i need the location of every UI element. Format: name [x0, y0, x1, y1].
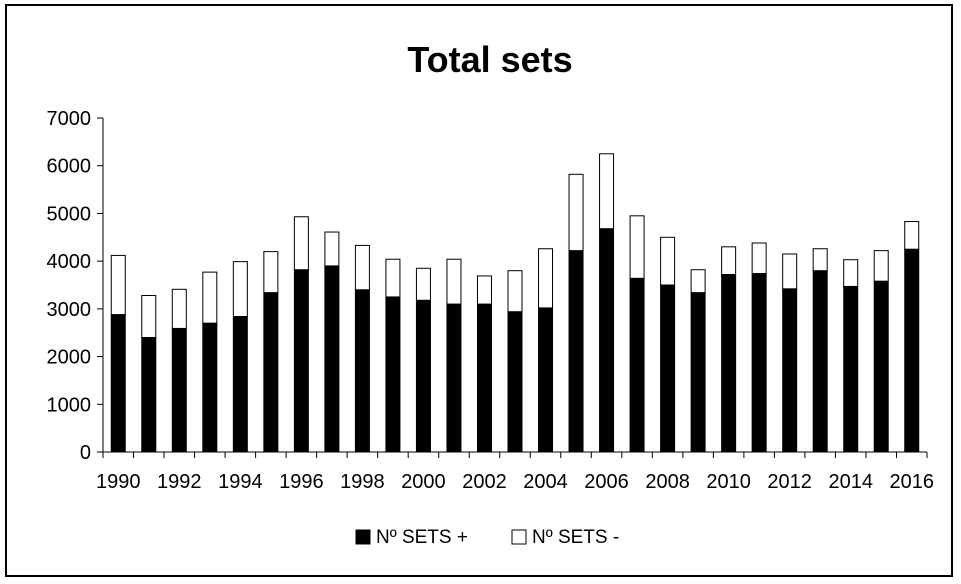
- chart-title: Total sets: [407, 39, 572, 80]
- bar-sets-plus: [263, 292, 279, 453]
- bar-sets-plus: [385, 296, 401, 453]
- bar-sets-plus: [141, 336, 157, 453]
- bar-sets-plus: [354, 289, 370, 453]
- bar-sets-minus: [751, 242, 767, 275]
- x-tick-label: 1990: [96, 471, 141, 493]
- bar-sets-plus: [629, 277, 645, 453]
- x-tick-label: 1996: [279, 471, 324, 493]
- legend-label: Nº SETS +: [376, 527, 468, 548]
- bar-sets-plus: [690, 292, 706, 453]
- bar-sets-minus: [293, 216, 309, 271]
- bar-sets-plus: [538, 307, 554, 453]
- legend-swatch: [355, 529, 371, 545]
- bar-sets-plus: [782, 288, 798, 453]
- bar-sets-plus: [446, 303, 462, 453]
- bar-sets-plus: [110, 314, 126, 453]
- x-tick-label: 1998: [340, 471, 385, 493]
- bar-sets-minus: [843, 259, 859, 287]
- x-tick-label: 1992: [157, 471, 202, 493]
- bar-sets-plus: [476, 303, 492, 453]
- x-tick-label: 2012: [767, 471, 812, 493]
- x-tick-label: 2004: [523, 471, 568, 493]
- legend: Nº SETS + Nº SETS -: [355, 527, 619, 548]
- y-axis: 0 1000 2000 3000 4000 5000 6000 7000: [47, 108, 104, 464]
- bar-sets-plus: [904, 248, 920, 453]
- bar-sets-minus: [446, 258, 462, 305]
- x-tick-label: 1994: [218, 471, 263, 493]
- bar-sets-minus: [812, 248, 828, 272]
- x-tick-label: 2010: [706, 471, 751, 493]
- x-tick-label: 2002: [462, 471, 507, 493]
- y-tick-label: 0: [80, 442, 91, 464]
- bar-sets-minus: [629, 215, 645, 279]
- bar-sets-plus: [507, 311, 523, 453]
- bar-sets-plus: [293, 269, 309, 453]
- bar-sets-minus: [507, 270, 523, 313]
- bar-sets-minus: [721, 246, 737, 276]
- bar-sets-minus: [110, 254, 126, 316]
- bar-sets-minus: [476, 275, 492, 305]
- bar-sets-plus: [568, 250, 584, 453]
- bar-sets-plus: [843, 285, 859, 453]
- y-tick-label: 7000: [47, 108, 92, 130]
- bar-sets-plus: [812, 270, 828, 453]
- y-tick-label: 5000: [47, 203, 92, 225]
- bar-sets-minus: [599, 153, 615, 230]
- bar-sets-plus: [660, 284, 676, 453]
- bar-sets-minus: [904, 221, 920, 250]
- y-tick-label: 1000: [47, 394, 92, 416]
- x-tick-label: 2000: [401, 471, 446, 493]
- bar-sets-minus: [415, 267, 431, 301]
- y-tick-label: 6000: [47, 156, 92, 178]
- y-tick-label: 4000: [47, 251, 92, 273]
- bar-sets-plus: [171, 327, 187, 453]
- bar-sets-minus: [263, 251, 279, 294]
- bar-sets-plus: [232, 315, 248, 453]
- bar-sets-minus: [354, 244, 370, 291]
- bar-sets-minus: [141, 294, 157, 338]
- x-tick-label: 2014: [828, 471, 873, 493]
- bar-sets-plus: [599, 228, 615, 453]
- bar-sets-plus: [202, 322, 218, 453]
- legend-label: Nº SETS -: [532, 527, 619, 548]
- bar-sets-plus: [415, 299, 431, 453]
- bar-sets-minus: [660, 236, 676, 286]
- bar-sets-plus: [324, 265, 340, 453]
- bar-sets-plus: [873, 280, 889, 453]
- y-tick-label: 3000: [47, 299, 92, 321]
- y-tick-label: 2000: [47, 347, 92, 369]
- bar-sets-minus: [873, 250, 889, 282]
- bar-sets-minus: [782, 253, 798, 290]
- x-tick-label: 2008: [645, 471, 690, 493]
- bar-sets-minus: [324, 231, 340, 267]
- x-axis: 1990 1992 1994 1996 1998 2000 2002 2004 2006 2008…: [96, 451, 934, 493]
- bar-sets-minus: [202, 271, 218, 324]
- bar-sets-minus: [568, 173, 584, 252]
- bar-sets-minus: [232, 261, 248, 317]
- bar-sets-minus: [690, 269, 706, 294]
- bar-sets-minus: [171, 288, 187, 329]
- bar-sets-plus: [751, 273, 767, 453]
- x-tick-label: 2006: [584, 471, 629, 493]
- bar-sets-minus: [538, 248, 554, 309]
- bar-sets-plus: [721, 274, 737, 453]
- bars: [110, 153, 920, 453]
- x-tick-label: 2016: [889, 471, 934, 493]
- bar-sets-minus: [385, 258, 401, 298]
- legend-swatch: [511, 529, 527, 545]
